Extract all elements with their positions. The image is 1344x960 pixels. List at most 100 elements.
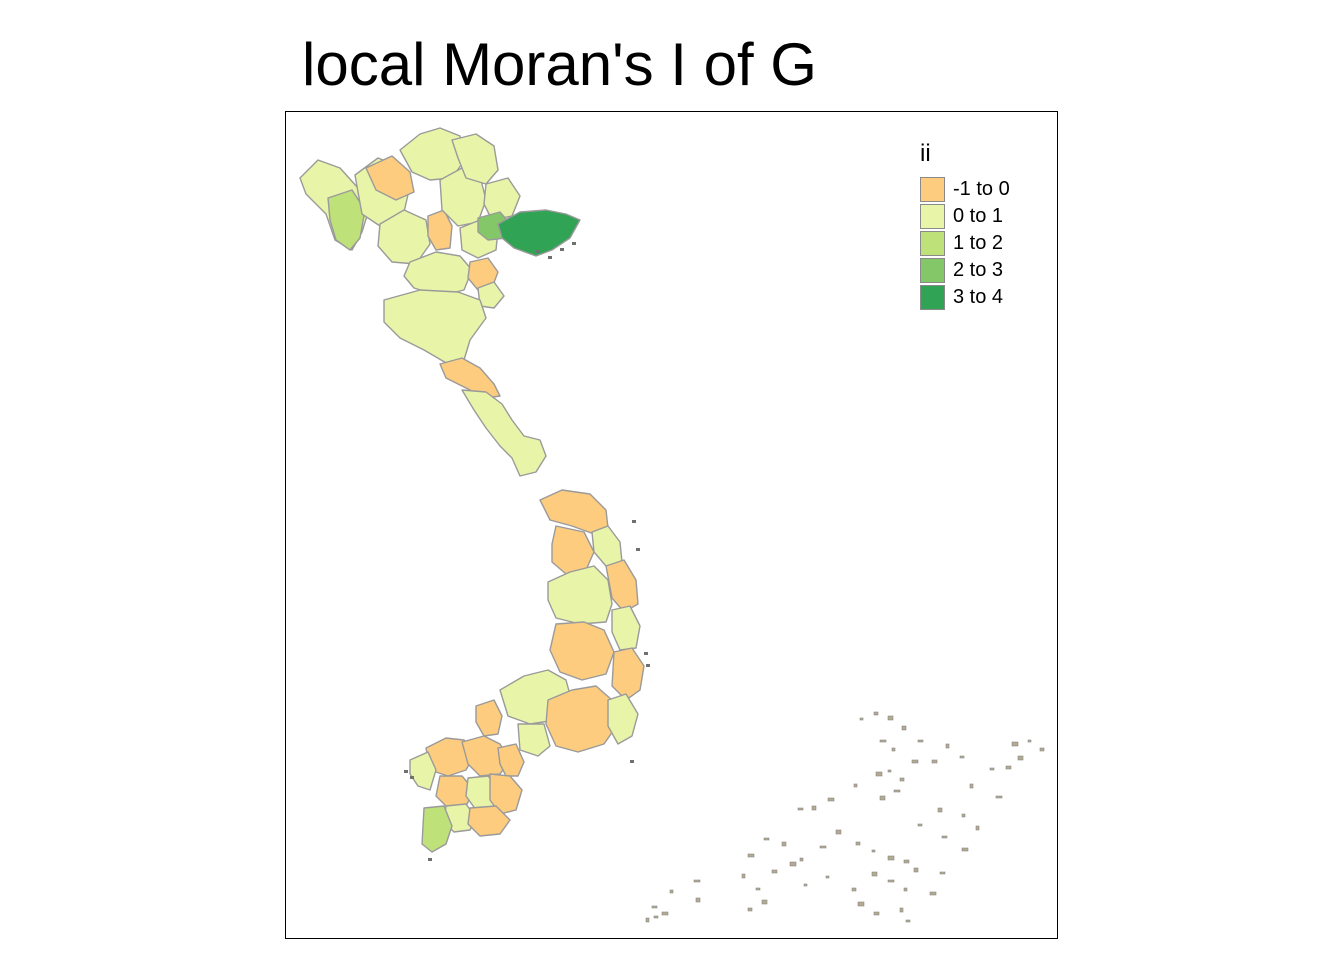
island-shape: [755, 887, 761, 891]
island-shape: [1039, 747, 1045, 752]
island-shape: [797, 807, 804, 811]
island-shape: [747, 907, 753, 912]
island-shape: [693, 879, 701, 883]
island-shape: [859, 717, 864, 721]
province-region: [365, 155, 415, 201]
province-region: [591, 525, 623, 567]
island-shape: [969, 783, 974, 789]
coastal-islet: [632, 520, 636, 523]
legend-swatch: [920, 204, 945, 229]
island-shape: [879, 795, 886, 801]
province-region: [607, 693, 639, 745]
island-shape: [771, 869, 778, 874]
island-shape: [917, 823, 923, 827]
coastal-islet: [572, 242, 576, 245]
island-shape: [961, 847, 969, 852]
legend-item: 2 to 3: [920, 257, 1010, 284]
province-region: [383, 289, 487, 365]
province-region: [497, 209, 581, 257]
island-shape: [873, 911, 880, 916]
map-title: local Moran's I of G: [302, 31, 817, 98]
province-region: [605, 559, 639, 613]
coastal-islet: [560, 248, 564, 251]
coastal-islet: [548, 256, 552, 259]
island-shape: [887, 715, 894, 721]
legend-item: 3 to 4: [920, 284, 1010, 311]
island-shape: [851, 887, 857, 892]
legend-title: ii: [920, 140, 931, 167]
coastal-islet: [644, 652, 648, 655]
island-shape: [905, 919, 911, 923]
island-shape: [855, 841, 861, 846]
island-shape: [975, 825, 980, 831]
island-shape: [651, 905, 658, 909]
island-shape: [989, 767, 995, 771]
province-region: [611, 605, 641, 651]
island-shape: [899, 907, 904, 913]
island-shape: [913, 867, 919, 873]
map-legend: ii -1 to 0 0 to 1 1 to 2 2 to 3 3 to 4: [920, 140, 1010, 311]
island-shape: [891, 747, 896, 752]
coastal-islet: [404, 770, 408, 773]
island-shape: [995, 795, 1003, 799]
island-shape: [857, 901, 865, 907]
province-region: [377, 209, 431, 265]
island-shape: [871, 871, 878, 877]
province-region: [409, 751, 437, 791]
legend-swatch: [920, 177, 945, 202]
island-shape: [941, 835, 948, 839]
island-shape: [645, 917, 650, 923]
province-region: [403, 251, 473, 297]
island-shape: [917, 739, 924, 743]
island-shape: [911, 759, 919, 764]
island-shape: [803, 883, 808, 887]
province-region: [489, 773, 523, 815]
legend-label: 2 to 3: [953, 259, 1004, 281]
island-shape: [931, 759, 938, 764]
island-shape: [873, 711, 879, 716]
island-shape: [811, 805, 817, 811]
island-shape: [1005, 765, 1012, 770]
legend-item: -1 to 0: [920, 176, 1010, 203]
map-frame: [285, 111, 1058, 939]
province-region: [551, 525, 595, 575]
legend-swatch: [920, 285, 945, 310]
island-shape: [937, 807, 943, 813]
province-region: [461, 389, 547, 477]
province-region: [439, 357, 501, 399]
province-region: [475, 699, 503, 737]
coastal-islet: [410, 776, 414, 779]
coastal-islet: [428, 858, 432, 861]
island-shape: [747, 853, 755, 858]
island-shape: [901, 725, 907, 731]
legend-swatch: [920, 231, 945, 256]
legend-swatch: [920, 258, 945, 283]
island-shape: [939, 871, 946, 875]
legend-label: 3 to 4: [953, 286, 1004, 308]
island-shape: [879, 739, 887, 743]
island-shape: [661, 911, 669, 916]
province-region: [421, 805, 453, 853]
province-region: [539, 489, 609, 535]
legend-items: -1 to 0 0 to 1 1 to 2 2 to 3 3 to 4: [920, 176, 1010, 311]
island-shape: [853, 783, 858, 788]
island-shape: [893, 789, 901, 793]
province-region: [611, 647, 645, 701]
island-shape: [819, 845, 827, 849]
coastal-islet: [630, 760, 634, 763]
island-shape: [1017, 755, 1024, 761]
island-shape: [799, 857, 804, 862]
province-region: [451, 133, 499, 185]
island-shape: [653, 915, 659, 919]
island-shape: [945, 743, 950, 749]
legend-label: 0 to 1: [953, 205, 1004, 227]
island-shape: [781, 841, 787, 847]
island-shape: [1011, 741, 1019, 747]
island-shape: [825, 875, 830, 879]
coastal-islet: [636, 548, 640, 551]
offshore-islands: [404, 242, 1045, 923]
legend-item: 1 to 2: [920, 230, 1010, 257]
province-region: [517, 723, 551, 757]
province-region: [467, 805, 511, 837]
coastal-islet: [646, 664, 650, 667]
